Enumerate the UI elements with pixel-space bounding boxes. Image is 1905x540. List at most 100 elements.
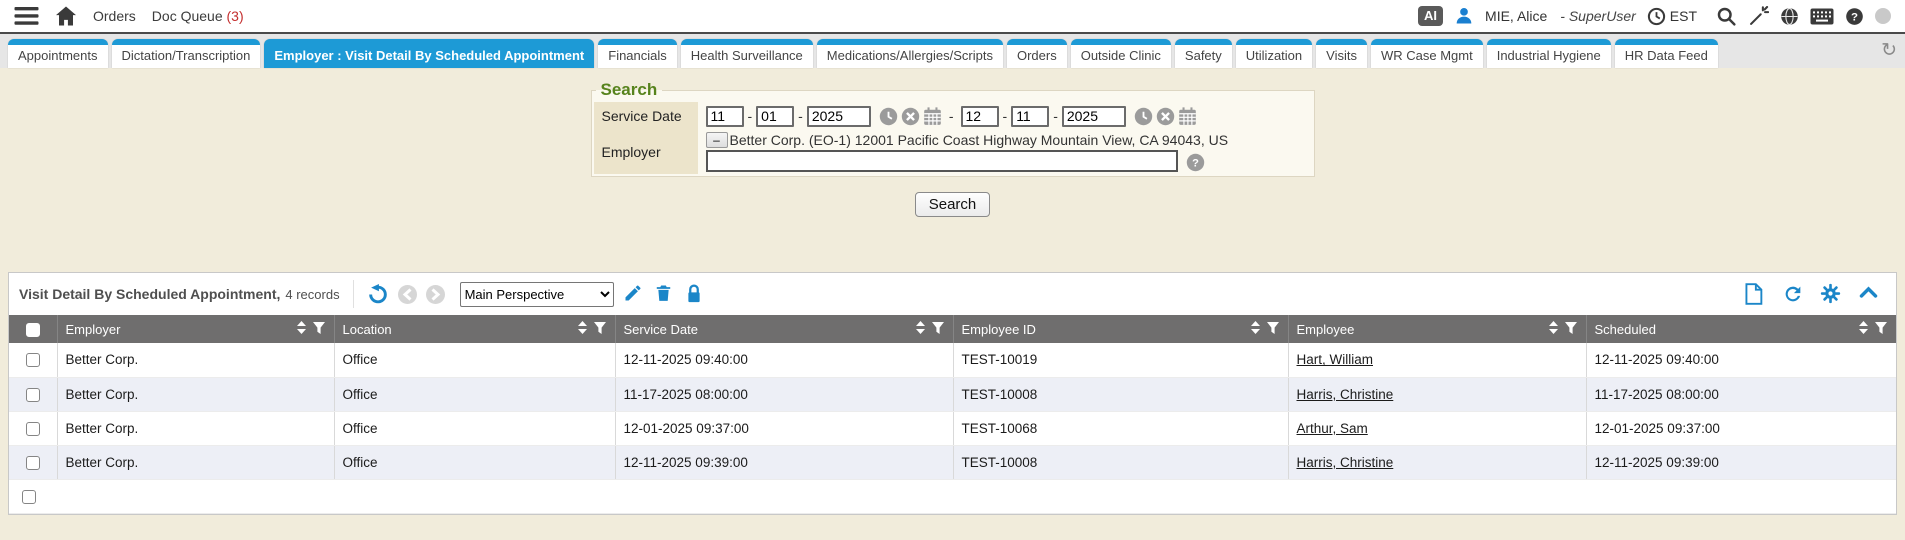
tab-overflow-icon[interactable]: ↻ xyxy=(1881,39,1897,61)
sort-icon[interactable] xyxy=(577,320,588,338)
sort-icon[interactable] xyxy=(1548,320,1559,338)
tab-utilization[interactable]: Utilization xyxy=(1235,39,1313,68)
new-document-icon[interactable] xyxy=(1744,283,1766,305)
to-time-icon[interactable] xyxy=(1134,107,1153,126)
date-dash: - xyxy=(798,108,803,124)
select-all-checkbox[interactable] xyxy=(25,322,40,337)
filter-funnel-icon[interactable] xyxy=(593,321,607,338)
timezone-chip[interactable]: EST xyxy=(1647,7,1697,26)
keyboard-icon[interactable] xyxy=(1810,8,1834,25)
hamburger-menu-icon[interactable] xyxy=(14,6,39,26)
from-clear-icon[interactable] xyxy=(901,107,920,126)
results-record-count: 4 records xyxy=(285,286,340,302)
from-month-input[interactable] xyxy=(705,105,744,127)
row-checkbox[interactable] xyxy=(25,353,40,368)
tab-hr-data-feed[interactable]: HR Data Feed xyxy=(1614,39,1718,68)
from-calendar-icon[interactable] xyxy=(923,106,942,126)
sort-icon[interactable] xyxy=(1250,320,1261,338)
cell-employee: Arthur, Sam xyxy=(1288,411,1587,446)
sort-icon[interactable] xyxy=(296,320,307,338)
tab-label: Orders xyxy=(1016,48,1057,63)
filter-funnel-icon[interactable] xyxy=(931,321,945,338)
topbar-right: AI MIE, Alice - SuperUser EST ? xyxy=(1418,5,1891,27)
filter-funnel-icon[interactable] xyxy=(1266,321,1280,338)
to-calendar-icon[interactable] xyxy=(1178,106,1197,126)
row-checkbox[interactable] xyxy=(25,455,40,470)
tab-outside-clinic[interactable]: Outside Clinic xyxy=(1070,39,1171,68)
globe-icon[interactable] xyxy=(1780,7,1799,26)
employee-link[interactable]: Harris, Christine xyxy=(1296,454,1394,470)
results-toolbar: Visit Detail By Scheduled Appointment, 4… xyxy=(9,273,1896,315)
from-time-icon[interactable] xyxy=(879,107,898,126)
undo-icon[interactable] xyxy=(367,283,389,305)
employee-link[interactable]: Harris, Christine xyxy=(1296,386,1394,402)
employee-link[interactable]: Hart, William xyxy=(1296,352,1374,368)
column-header-employee-id[interactable]: Employee ID xyxy=(953,315,1289,343)
tab-financials[interactable]: Financials xyxy=(598,39,677,68)
filter-funnel-icon[interactable] xyxy=(1874,321,1888,338)
column-header-scheduled[interactable]: Scheduled xyxy=(1586,315,1896,343)
to-day-input[interactable] xyxy=(1011,105,1050,127)
to-clear-icon[interactable] xyxy=(1156,107,1175,126)
help-icon[interactable]: ? xyxy=(1845,7,1864,26)
column-label: Service Date xyxy=(623,321,698,337)
select-all-header[interactable] xyxy=(9,315,58,343)
tab-wr-case-mgmt[interactable]: WR Case Mgmt xyxy=(1370,39,1483,68)
user-role: - SuperUser xyxy=(1560,8,1636,24)
employer-help-icon[interactable]: ? xyxy=(1186,153,1205,172)
tab-appointments[interactable]: Appointments xyxy=(8,39,108,68)
search-button[interactable]: Search xyxy=(914,192,991,217)
tab-dictation-transcription[interactable]: Dictation/Transcription xyxy=(111,39,261,68)
to-year-input[interactable] xyxy=(1061,105,1126,127)
sort-icon[interactable] xyxy=(915,320,926,338)
results-title: Visit Detail By Scheduled Appointment, xyxy=(19,286,281,302)
person-icon[interactable] xyxy=(1454,6,1474,26)
prev-icon[interactable] xyxy=(397,284,417,304)
filter-funnel-icon[interactable] xyxy=(1564,321,1578,338)
footer-checkbox[interactable] xyxy=(22,489,36,504)
row-checkbox[interactable] xyxy=(25,421,40,436)
gear-icon[interactable] xyxy=(1820,283,1842,305)
column-header-service-date[interactable]: Service Date xyxy=(615,315,954,343)
tab-medications-allergies-scripts[interactable]: Medications/Allergies/Scripts xyxy=(816,39,1003,68)
employer-search-input[interactable] xyxy=(705,150,1178,172)
tab-safety[interactable]: Safety xyxy=(1174,39,1232,68)
status-circle-icon[interactable] xyxy=(1875,8,1891,24)
column-header-location[interactable]: Location xyxy=(334,315,616,343)
collapse-icon[interactable] xyxy=(1858,283,1880,305)
refresh-icon[interactable] xyxy=(1782,283,1804,305)
trash-icon[interactable] xyxy=(654,283,676,305)
tab-industrial-hygiene[interactable]: Industrial Hygiene xyxy=(1486,39,1611,68)
edit-pencil-icon[interactable] xyxy=(623,283,645,305)
user-name[interactable]: MIE, Alice xyxy=(1485,8,1548,24)
employer-collapse-button[interactable]: – xyxy=(705,132,728,148)
row-checkbox[interactable] xyxy=(25,387,40,402)
filter-funnel-icon[interactable] xyxy=(312,321,326,338)
to-month-input[interactable] xyxy=(960,105,999,127)
home-icon[interactable] xyxy=(55,6,77,26)
wand-icon[interactable] xyxy=(1748,5,1769,27)
perspective-select[interactable]: Main Perspective xyxy=(459,281,614,307)
tab-label: Visits xyxy=(1326,48,1357,63)
tab-bar: Appointments Dictation/Transcription Emplo… xyxy=(0,34,1905,68)
next-icon[interactable] xyxy=(425,284,445,304)
cell-location: Office xyxy=(334,411,616,446)
tab-visits[interactable]: Visits xyxy=(1316,39,1367,68)
cell-location: Office xyxy=(334,377,616,412)
lock-icon[interactable] xyxy=(685,283,707,305)
column-header-employee[interactable]: Employee xyxy=(1288,315,1587,343)
from-year-input[interactable] xyxy=(806,105,871,127)
sort-icon[interactable] xyxy=(1858,320,1869,338)
column-header-employer[interactable]: Employer xyxy=(57,315,335,343)
employee-link[interactable]: Arthur, Sam xyxy=(1296,420,1368,436)
tab-label: Financials xyxy=(608,48,667,63)
nav-orders[interactable]: Orders xyxy=(93,8,136,24)
search-icon[interactable] xyxy=(1716,6,1737,27)
from-day-input[interactable] xyxy=(756,105,795,127)
tab-employer-visit-detail-by-scheduled-appointment[interactable]: Employer : Visit Detail By Scheduled App… xyxy=(264,39,595,68)
ai-badge[interactable]: AI xyxy=(1418,6,1444,26)
nav-doc-queue[interactable]: Doc Queue (3) xyxy=(152,8,244,24)
row-select-cell xyxy=(9,343,58,378)
tab-orders[interactable]: Orders xyxy=(1006,39,1067,68)
tab-health-surveillance[interactable]: Health Surveillance xyxy=(680,39,813,68)
